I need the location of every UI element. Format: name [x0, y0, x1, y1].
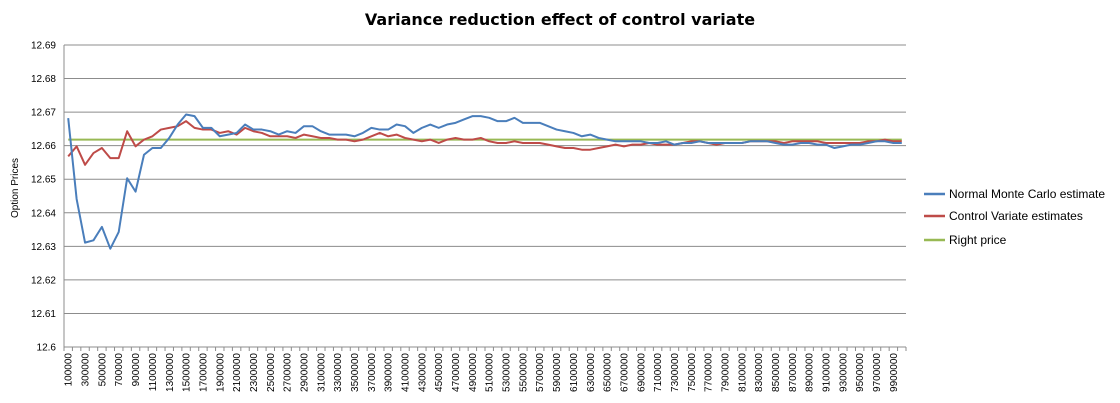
legend: Normal Monte Carlo estimate Control Varia… [924, 187, 1105, 247]
x-tick-label: 3700000 [367, 353, 378, 392]
x-tick-label: 6700000 [619, 353, 630, 392]
x-tick-label: 9500000 [855, 353, 866, 392]
x-tick-label: 6900000 [636, 353, 647, 392]
x-tick-label: 7100000 [653, 353, 664, 392]
x-tick-label: 100000 [64, 353, 75, 387]
x-tick-label: 3900000 [384, 353, 395, 392]
x-tick-label: 9900000 [889, 353, 900, 392]
x-tick-label: 2700000 [283, 353, 294, 392]
x-tick-label: 3100000 [316, 353, 327, 392]
series-lines [67, 113, 902, 250]
axes [63, 45, 907, 351]
x-tick-label: 300000 [81, 353, 92, 387]
y-tick-label: 12.6 [37, 343, 57, 354]
x-tick-label: 4700000 [451, 353, 462, 392]
x-tick-label: 500000 [97, 353, 108, 387]
x-tick-label: 7500000 [687, 353, 698, 392]
x-tick-label: 9300000 [838, 353, 849, 392]
legend-label-2: Right price [949, 233, 1007, 247]
x-tick-label: 1100000 [148, 353, 159, 392]
x-tick-label: 5300000 [502, 353, 513, 392]
x-tick-label: 3500000 [350, 353, 361, 392]
x-tick-label: 9100000 [822, 353, 833, 392]
x-tick-label: 2300000 [249, 353, 260, 392]
x-tick-label: 7700000 [704, 353, 715, 392]
y-tick-label: 12.69 [31, 41, 56, 52]
y-tick-label: 12.65 [31, 175, 56, 186]
x-tick-label: 1300000 [165, 353, 176, 392]
y-tick-label: 12.67 [31, 108, 56, 119]
x-tick-label: 2500000 [266, 353, 277, 392]
x-tick-label: 4900000 [468, 353, 479, 392]
gridlines [64, 44, 906, 348]
x-tick-label: 4300000 [417, 353, 428, 392]
y-tick-label: 12.68 [31, 74, 56, 85]
x-tick-label: 4500000 [434, 353, 445, 392]
x-tick-label: 2100000 [232, 353, 243, 392]
x-tick-label: 6100000 [569, 353, 580, 392]
x-tick-label: 8300000 [754, 353, 765, 392]
x-tick-label: 7900000 [720, 353, 731, 392]
x-tick-label: 8500000 [771, 353, 782, 392]
x-tick-label: 8900000 [805, 353, 816, 392]
y-axis-tick-labels: 12.6 12.61 12.62 12.63 12.64 12.65 12.66 12.67 1… [31, 41, 56, 354]
series-line-0 [67, 113, 902, 250]
x-tick-label: 4100000 [401, 353, 412, 392]
x-tick-label: 5700000 [535, 353, 546, 392]
x-tick-label: 900000 [131, 353, 142, 387]
chart-title: Variance reduction effect of control var… [365, 10, 755, 29]
x-tick-label: 5100000 [485, 353, 496, 392]
x-tick-label: 8700000 [788, 353, 799, 392]
legend-label-1: Control Variate estimates [949, 209, 1083, 223]
x-tick-label: 6300000 [586, 353, 597, 392]
legend-label-0: Normal Monte Carlo estimate [949, 187, 1105, 201]
x-tick-label: 6500000 [603, 353, 614, 392]
y-axis-label: Option Prices [10, 158, 21, 218]
x-tick-label: 8100000 [737, 353, 748, 392]
y-tick-label: 12.66 [31, 141, 56, 152]
y-tick-label: 12.62 [31, 275, 56, 286]
x-tick-label: 700000 [114, 353, 125, 387]
x-tick-label: 9700000 [872, 353, 883, 392]
x-tick-label: 5900000 [552, 353, 563, 392]
x-tick-label: 1500000 [182, 353, 193, 392]
y-tick-label: 12.61 [31, 309, 56, 320]
x-tick-label: 2900000 [299, 353, 310, 392]
x-tick-label: 7300000 [670, 353, 681, 392]
x-tick-label: 1700000 [198, 353, 209, 392]
y-tick-label: 12.63 [31, 242, 56, 253]
y-tick-label: 12.64 [31, 208, 56, 219]
x-tick-label: 3300000 [333, 353, 344, 392]
x-tick-label: 5500000 [518, 353, 529, 392]
x-tick-label: 1900000 [215, 353, 226, 392]
x-axis-tick-labels: 100000 300000 500000 700000 900000 1100000 130… [64, 353, 900, 392]
